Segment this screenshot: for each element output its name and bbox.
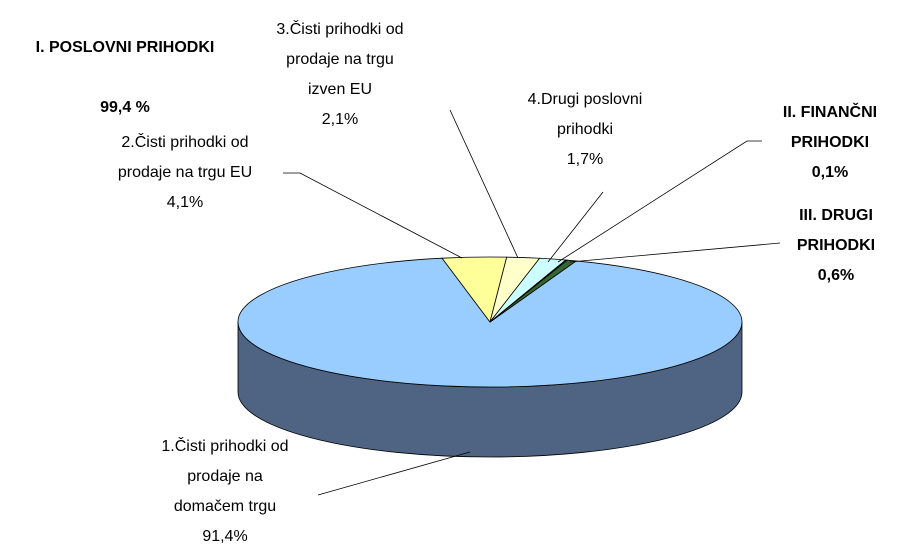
- slice-label: 2.Čisti prihodki od prodaje na trgu EU 4,…: [85, 128, 285, 218]
- slice-category: II. FINANČNI PRIHODKI: [782, 104, 878, 151]
- pie-slice: [489, 259, 578, 323]
- slice-category: 3.Čisti prihodki od prodaje na trgu izve…: [276, 21, 404, 98]
- slice-category: 4.Drugi poslovni prihodki: [527, 91, 643, 138]
- slice-value: 91,4%: [202, 528, 248, 545]
- leader-line: [557, 140, 762, 263]
- slice-value: 4,1%: [166, 194, 204, 211]
- slice-category: 2.Čisti prihodki od prodaje na trgu EU: [117, 134, 253, 181]
- leader-line: [317, 451, 471, 496]
- slice-value: 0,6%: [817, 267, 855, 284]
- slice-value: 0,1%: [811, 164, 849, 181]
- leader-line: [449, 109, 519, 259]
- group-title: I. POSLOVNI PRIHODKI: [35, 39, 215, 56]
- slice-category: III. DRUGI PRIHODKI: [796, 207, 876, 254]
- leader-line: [547, 191, 604, 263]
- group-value: 99,4 %: [100, 99, 150, 116]
- slice-category: 1.Čisti prihodki od prodaje na domačem t…: [161, 438, 289, 515]
- slice-value: 1,7%: [566, 151, 604, 168]
- slice-value: 2,1%: [321, 111, 359, 128]
- leader-line: [283, 172, 463, 259]
- slice-label: 4.Drugi poslovni prihodki 1,7%: [495, 85, 675, 175]
- leader-line: [569, 242, 781, 263]
- group-label: I. POSLOVNI PRIHODKI 99,4 %: [0, 3, 250, 153]
- slice-label: 1.Čisti prihodki od prodaje na domačem t…: [125, 432, 325, 549]
- slice-label: III. DRUGI PRIHODKI 0,6%: [771, 201, 898, 291]
- slice-label: II. FINANČNI PRIHODKI 0,1%: [760, 98, 898, 188]
- slice-label: 3.Čisti prihodki od prodaje na trgu izve…: [240, 15, 440, 135]
